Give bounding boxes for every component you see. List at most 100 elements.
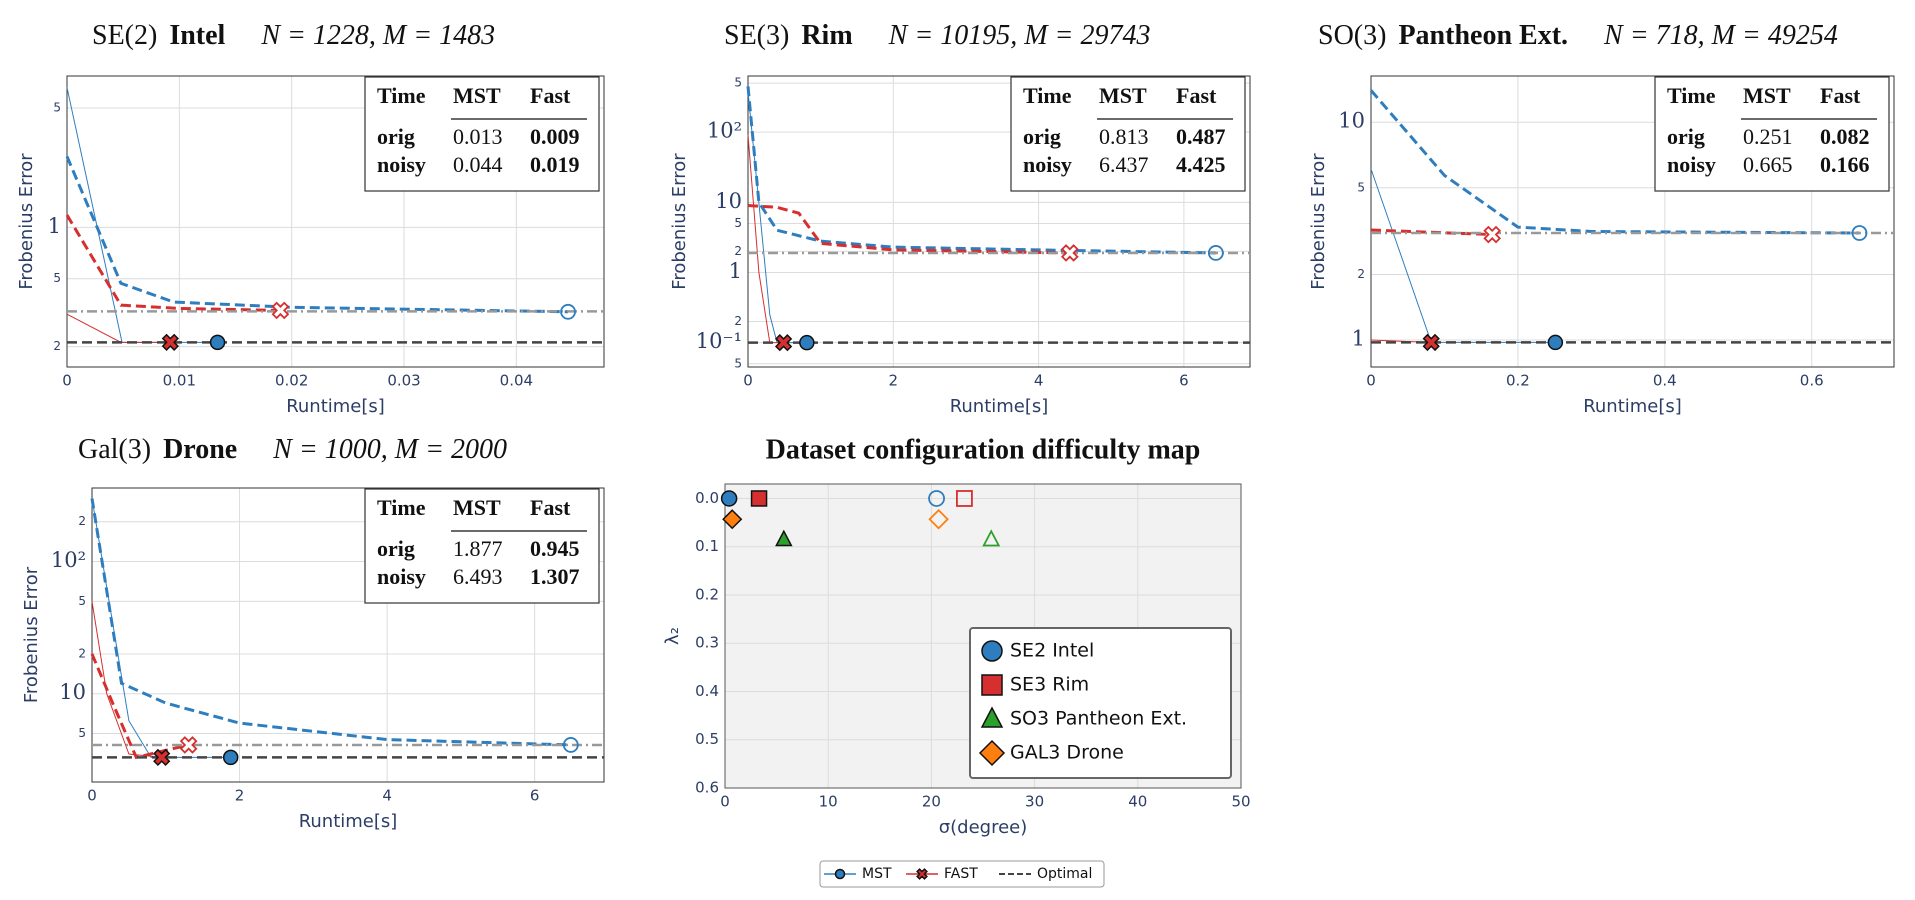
table-cell: 6.493	[453, 564, 503, 589]
table-header: MST	[1099, 83, 1147, 108]
legend-label: SE3 Rim	[1010, 674, 1089, 696]
x-tick-label: 0.01	[163, 372, 196, 390]
y-tick-label: 5	[53, 101, 61, 115]
table-box	[364, 76, 600, 192]
y-axis-label: Frobenius Error	[16, 153, 37, 290]
table-header: Time	[1667, 83, 1716, 108]
table-cell: 0.082	[1820, 124, 1870, 149]
table-cell: 6.437	[1099, 152, 1149, 177]
table-cell: 0.009	[530, 124, 580, 149]
y-tick-label: 0.2	[695, 585, 719, 603]
end-marker	[271, 301, 290, 320]
y-tick-label: 5	[734, 356, 742, 370]
x-tick-label: 30	[1025, 793, 1044, 811]
chart-title: SE(2) Intel N = 1228, M = 1483	[92, 20, 495, 51]
y-tick-label: 1	[1352, 327, 1365, 351]
x-tick-label: 2	[889, 372, 899, 390]
legend-box	[969, 627, 1232, 779]
y-tick-label: 5	[78, 726, 86, 740]
title-group: Gal(3)	[78, 434, 151, 465]
table-cell: orig	[377, 124, 415, 149]
x-tick-label: 0.02	[275, 372, 308, 390]
series-line	[90, 653, 189, 760]
table-cell: orig	[1023, 124, 1061, 149]
y-tick-label: 10²	[51, 548, 86, 572]
table-cell: 0.251	[1743, 124, 1793, 149]
x-tick-label: 0.04	[500, 372, 533, 390]
table-header: Fast	[1176, 83, 1217, 108]
chart-title: SE(3) Rim N = 10195, M = 29743	[724, 20, 1150, 51]
table-cell: noisy	[377, 564, 426, 589]
legend-label: FAST	[944, 866, 978, 882]
x-tick-label: 0	[720, 793, 730, 811]
y-tick-label: 1	[729, 259, 742, 283]
table-header: MST	[453, 495, 501, 520]
title-group: SE(2)	[92, 20, 157, 51]
end-marker	[222, 749, 239, 766]
series-line	[747, 91, 807, 344]
y-tick-label: 0.3	[695, 634, 719, 652]
plot-frame	[747, 75, 1251, 368]
plot-frame	[91, 487, 605, 783]
title-name: Rim	[801, 20, 852, 51]
x-tick-label: 4	[382, 787, 392, 805]
title-stats: N = 1228, M = 1483	[260, 20, 495, 51]
table-header: Fast	[530, 83, 571, 108]
table-cell: 0.813	[1099, 124, 1149, 149]
x-tick-label: 40	[1128, 793, 1147, 811]
y-tick-label: 5	[734, 76, 742, 90]
series-line	[746, 86, 1216, 255]
y-tick-label: 0.6	[695, 779, 719, 797]
table-header: Fast	[530, 495, 571, 520]
table-cell: 4.425	[1176, 152, 1226, 177]
x-tick-label: 4	[1034, 372, 1044, 390]
end-marker	[1422, 333, 1440, 352]
table-header: Time	[377, 83, 426, 108]
table-box	[364, 488, 600, 604]
table-cell: 0.945	[530, 536, 580, 561]
title-name: Pantheon Ext.	[1398, 20, 1568, 51]
y-tick-label: 5	[734, 216, 742, 230]
y-tick-label: 0.1	[695, 537, 719, 555]
legend-marker	[981, 674, 1003, 696]
title-stats: N = 718, M = 49254	[1603, 20, 1838, 51]
end-marker	[560, 303, 576, 320]
title-name: Drone	[163, 434, 237, 465]
legend-label: MST	[862, 866, 892, 882]
table-cell: noisy	[1023, 152, 1072, 177]
legend-label: GAL3 Drone	[1010, 742, 1124, 764]
end-marker	[799, 334, 815, 351]
title-group: SO(3)	[1318, 20, 1386, 51]
table-header: MST	[1743, 83, 1791, 108]
table-cell: 0.665	[1743, 152, 1793, 177]
point	[720, 490, 738, 507]
title-group: SE(3)	[724, 20, 789, 51]
table-cell: noisy	[1667, 152, 1716, 177]
x-tick-label: 0	[87, 787, 97, 805]
point	[982, 529, 1001, 547]
point	[928, 490, 945, 507]
plot-frame	[1370, 75, 1895, 368]
y-tick-label: 0.0	[695, 489, 719, 507]
x-tick-label: 0.2	[1506, 372, 1530, 390]
title-stats: N = 1000, M = 2000	[272, 434, 507, 465]
end-marker	[1483, 225, 1502, 244]
series-line	[747, 204, 1070, 255]
end-marker	[562, 737, 579, 753]
x-tick-label: 0.4	[1653, 372, 1677, 390]
y-tick-label: 2	[78, 646, 86, 660]
point	[722, 509, 743, 530]
y-tick-label: 10	[1338, 109, 1365, 133]
table-cell: noisy	[377, 152, 426, 177]
y-tick-label: 10	[59, 680, 86, 704]
x-tick-label: 20	[922, 793, 941, 811]
point	[775, 529, 793, 547]
chart-title: Dataset configuration difficulty map	[766, 434, 1201, 465]
end-marker	[161, 333, 179, 351]
table-box	[1010, 76, 1246, 192]
x-tick-label: 10	[819, 793, 838, 811]
y-tick-label: 10⁻¹	[696, 329, 742, 353]
y-axis-label: Frobenius Error	[669, 153, 690, 290]
y-tick-label: 5	[53, 271, 61, 285]
table-header: Fast	[1820, 83, 1861, 108]
